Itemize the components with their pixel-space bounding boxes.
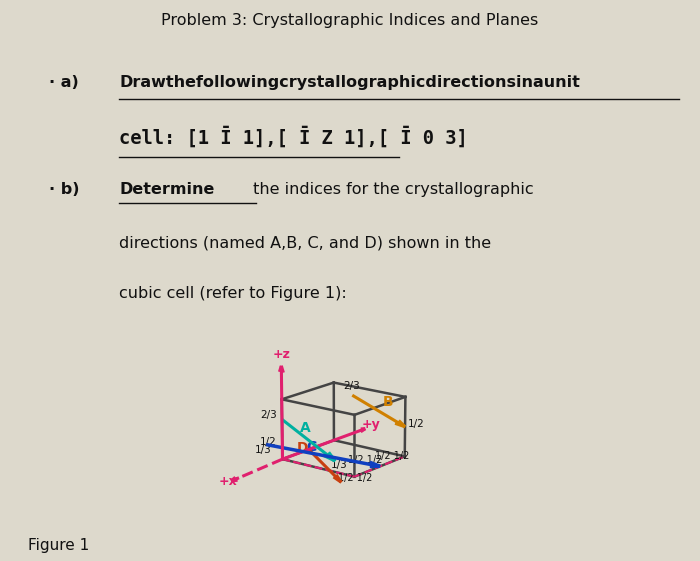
Text: cell: [1 Ī 1],[ Ī Z 1],[ Ī 0 3]: cell: [1 Ī 1],[ Ī Z 1],[ Ī 0 3] [119,126,468,147]
Text: Drawthefollowingcrystallographicdirectionsinaunit: Drawthefollowingcrystallographicdirectio… [119,75,580,90]
Text: Determine: Determine [119,182,214,197]
Text: the indices for the crystallographic: the indices for the crystallographic [248,182,534,197]
Text: Problem 3: Crystallographic Indices and Planes: Problem 3: Crystallographic Indices and … [162,12,538,27]
Text: cubic cell (refer to Figure 1):: cubic cell (refer to Figure 1): [119,286,346,301]
Text: · b): · b) [49,182,80,197]
Text: Figure 1: Figure 1 [28,537,90,553]
Text: · a): · a) [49,75,78,90]
Text: directions (named A,B, C, and D) shown in the: directions (named A,B, C, and D) shown i… [119,236,491,251]
